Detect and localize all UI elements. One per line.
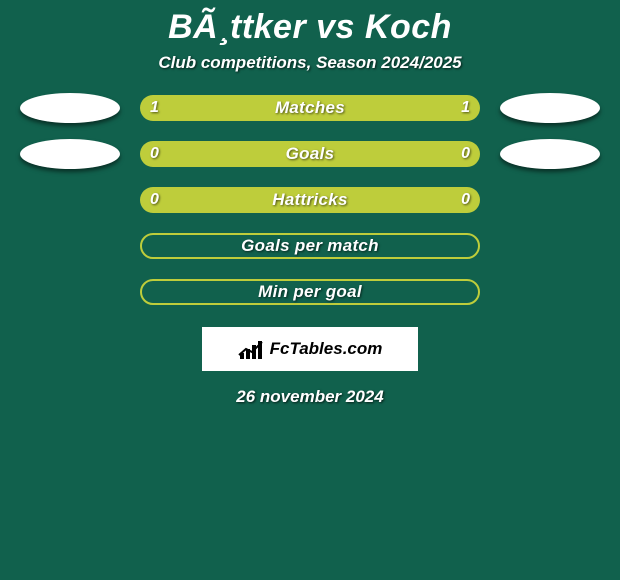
stat-bar: 0 Goals 0 <box>140 141 480 167</box>
stat-row: 0 Hattricks 0 <box>0 187 620 213</box>
stat-bar: 0 Hattricks 0 <box>140 187 480 213</box>
stat-label: Matches <box>275 98 345 118</box>
stat-row: Goals per match <box>0 233 620 259</box>
right-badge <box>500 93 600 123</box>
stat-value-right: 1 <box>461 99 470 117</box>
footer-date: 26 november 2024 <box>0 387 620 407</box>
watermark-wrap: FcTables.com <box>0 327 620 371</box>
left-badge <box>20 93 120 123</box>
stat-row: 1 Matches 1 <box>0 95 620 121</box>
page-title: BÃ¸ttker vs Koch <box>0 0 620 53</box>
page-subtitle: Club competitions, Season 2024/2025 <box>0 53 620 95</box>
stat-rows: 1 Matches 1 0 Goals 0 0 Hattricks 0 Goals per mat… <box>0 95 620 305</box>
stat-label: Goals <box>286 144 335 164</box>
stat-row: Min per goal <box>0 279 620 305</box>
stat-value-right: 0 <box>461 145 470 163</box>
bar-chart-icon <box>238 339 264 359</box>
stat-label: Goals per match <box>241 236 379 256</box>
stat-value-right: 0 <box>461 191 470 209</box>
stat-value-left: 1 <box>150 99 159 117</box>
stat-value-left: 0 <box>150 145 159 163</box>
left-badge <box>20 139 120 169</box>
stat-bar: 1 Matches 1 <box>140 95 480 121</box>
stat-bar: Goals per match <box>140 233 480 259</box>
comparison-infographic: BÃ¸ttker vs Koch Club competitions, Seas… <box>0 0 620 580</box>
watermark: FcTables.com <box>202 327 418 371</box>
stat-value-left: 0 <box>150 191 159 209</box>
stat-row: 0 Goals 0 <box>0 141 620 167</box>
watermark-text: FcTables.com <box>270 339 383 359</box>
right-badge <box>500 139 600 169</box>
stat-label: Min per goal <box>258 282 362 302</box>
stat-bar: Min per goal <box>140 279 480 305</box>
stat-label: Hattricks <box>272 190 347 210</box>
